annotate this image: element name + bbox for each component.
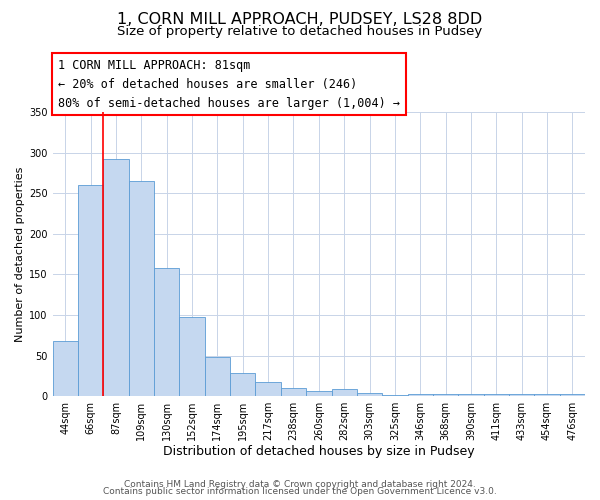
Bar	[281, 388, 306, 396]
Bar	[433, 394, 458, 396]
Bar	[357, 393, 382, 396]
Text: Contains public sector information licensed under the Open Government Licence v3: Contains public sector information licen…	[103, 488, 497, 496]
Bar	[53, 341, 78, 396]
Bar	[103, 158, 129, 396]
Bar	[509, 394, 535, 396]
Bar	[560, 394, 585, 396]
Bar	[154, 268, 179, 396]
Bar	[256, 382, 281, 396]
Bar	[230, 374, 256, 396]
Bar	[458, 394, 484, 396]
Bar	[129, 182, 154, 396]
Bar	[332, 389, 357, 396]
Text: Contains HM Land Registry data © Crown copyright and database right 2024.: Contains HM Land Registry data © Crown c…	[124, 480, 476, 489]
Bar	[179, 316, 205, 396]
Text: 1 CORN MILL APPROACH: 81sqm
← 20% of detached houses are smaller (246)
80% of se: 1 CORN MILL APPROACH: 81sqm ← 20% of det…	[58, 58, 400, 110]
Y-axis label: Number of detached properties: Number of detached properties	[15, 166, 25, 342]
Text: Size of property relative to detached houses in Pudsey: Size of property relative to detached ho…	[118, 25, 482, 38]
Bar	[535, 394, 560, 396]
Bar	[78, 186, 103, 396]
Text: 1, CORN MILL APPROACH, PUDSEY, LS28 8DD: 1, CORN MILL APPROACH, PUDSEY, LS28 8DD	[118, 12, 482, 28]
Bar	[484, 394, 509, 396]
Bar	[306, 391, 332, 396]
Bar	[407, 394, 433, 396]
X-axis label: Distribution of detached houses by size in Pudsey: Distribution of detached houses by size …	[163, 444, 475, 458]
Bar	[205, 357, 230, 396]
